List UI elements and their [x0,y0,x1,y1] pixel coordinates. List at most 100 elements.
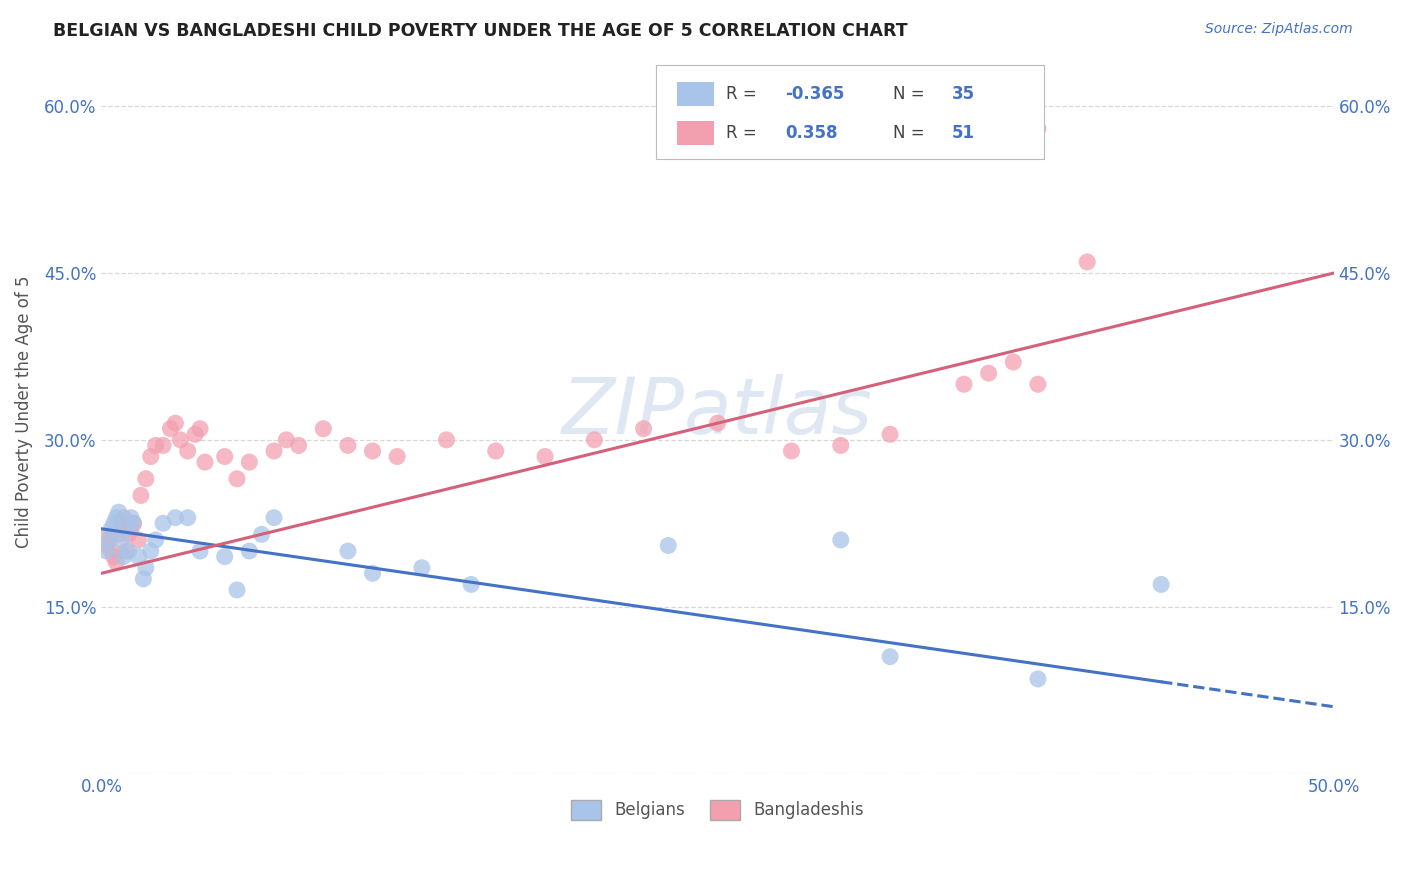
Point [879,427,901,442]
Point [977,366,1000,380]
Point [633,422,655,436]
Point [1026,377,1049,392]
Point [107,527,129,541]
Point [336,438,359,452]
Point [127,549,149,564]
Point [706,416,728,430]
Point [953,377,976,392]
Point [263,510,285,524]
Text: ZIPatlas: ZIPatlas [562,374,873,450]
Point [115,522,138,536]
Point [122,516,145,531]
Text: BELGIAN VS BANGLADESHI CHILD POVERTY UNDER THE AGE OF 5 CORRELATION CHART: BELGIAN VS BANGLADESHI CHILD POVERTY UND… [53,22,908,40]
Text: N =: N = [893,124,929,142]
Point [1150,577,1173,591]
Point [110,533,132,547]
Text: -0.365: -0.365 [786,85,845,103]
Point [1076,255,1098,269]
Point [152,438,174,452]
Point [105,510,128,524]
Point [263,444,285,458]
Point [97,533,120,547]
Point [250,527,273,541]
Point [276,433,298,447]
Text: 51: 51 [952,124,974,142]
Point [214,450,236,464]
FancyBboxPatch shape [676,82,714,106]
Point [112,510,135,524]
Point [96,544,118,558]
Point [287,438,309,452]
Point [105,555,128,569]
Point [115,544,138,558]
Point [238,544,260,558]
Point [657,539,679,553]
Point [436,433,458,447]
Point [226,472,249,486]
Text: N =: N = [893,85,929,103]
Point [1002,355,1025,369]
Point [135,560,157,574]
Point [129,488,152,502]
Y-axis label: Child Poverty Under the Age of 5: Child Poverty Under the Age of 5 [15,276,32,549]
Point [336,544,359,558]
Point [145,533,167,547]
Point [145,438,167,452]
Point [96,539,118,553]
Text: Source: ZipAtlas.com: Source: ZipAtlas.com [1205,22,1353,37]
Point [100,544,122,558]
Point [879,649,901,664]
Point [110,522,132,536]
Point [139,544,162,558]
Point [188,422,211,436]
Text: 35: 35 [952,85,974,103]
Point [97,527,120,541]
Point [107,505,129,519]
Point [411,560,433,574]
Text: 0.358: 0.358 [786,124,838,142]
Point [1026,121,1049,136]
Point [238,455,260,469]
Point [117,544,139,558]
Legend: Belgians, Bangladeshis: Belgians, Bangladeshis [564,793,870,827]
Point [169,433,191,447]
FancyBboxPatch shape [676,121,714,145]
Point [177,444,200,458]
Point [100,522,122,536]
FancyBboxPatch shape [657,65,1045,159]
Point [159,422,181,436]
Point [385,450,408,464]
Point [830,533,852,547]
Point [830,438,852,452]
Point [226,582,249,597]
Point [361,566,384,581]
Point [117,527,139,541]
Point [120,510,142,524]
Point [132,572,155,586]
Point [361,444,384,458]
Point [127,533,149,547]
Point [103,516,125,531]
Point [152,516,174,531]
Point [120,522,142,536]
Text: R =: R = [725,85,762,103]
Point [460,577,482,591]
Point [534,450,557,464]
Point [103,549,125,564]
Point [135,472,157,486]
Point [110,516,132,531]
Point [165,416,187,430]
Point [214,549,236,564]
Point [112,549,135,564]
Point [165,510,187,524]
Point [583,433,606,447]
Point [139,450,162,464]
Point [194,455,217,469]
Point [122,516,145,531]
Text: R =: R = [725,124,768,142]
Point [485,444,508,458]
Point [184,427,207,442]
Point [177,510,200,524]
Point [1026,672,1049,686]
Point [780,444,803,458]
